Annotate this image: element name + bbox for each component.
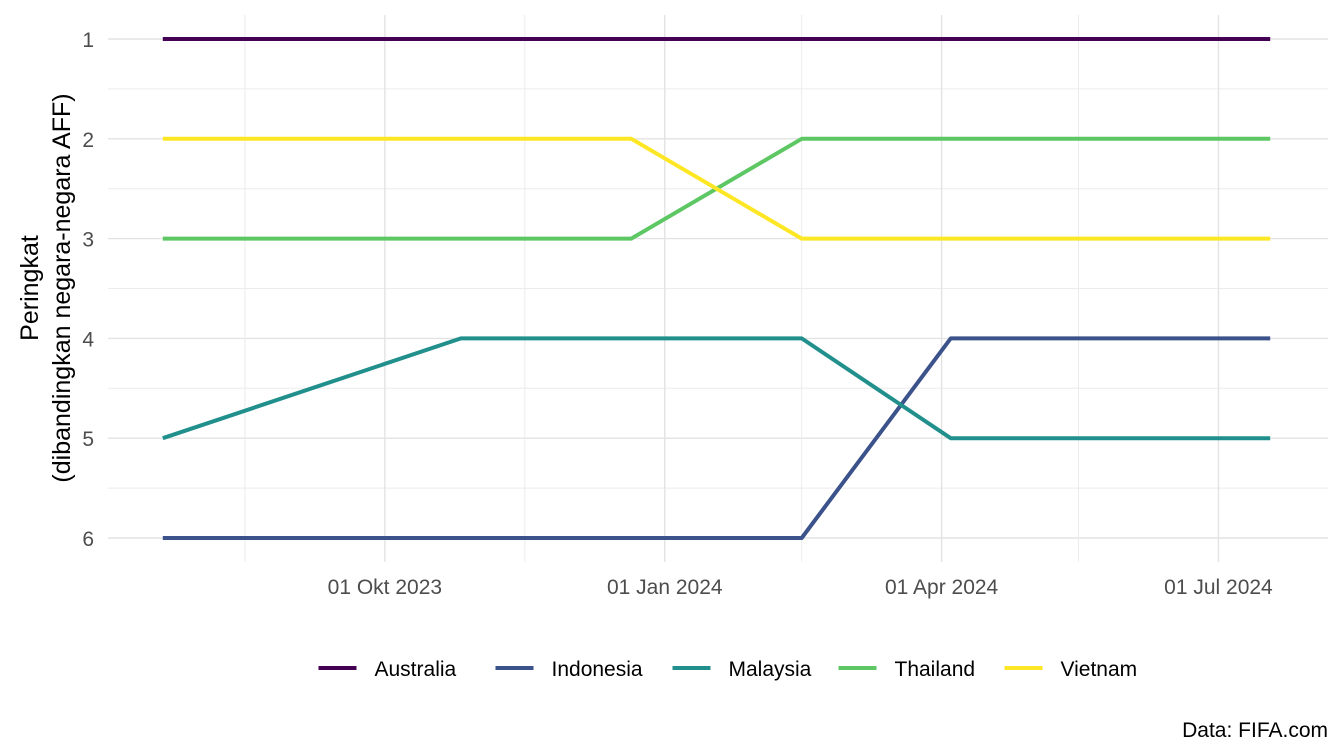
caption: Data: FIFA.com <box>1182 719 1328 742</box>
series-line-malaysia <box>162 336 1271 441</box>
x-tick-label: 01 Apr 2024 <box>885 576 999 599</box>
legend-label: Thailand <box>895 658 976 681</box>
y-axis-title-line1: Peringkat <box>16 235 44 341</box>
legend-label: Indonesia <box>552 658 643 681</box>
x-tick-label: 01 Jan 2024 <box>607 576 723 599</box>
x-axis-ticks: 01 Okt 2023 01 Jan 2024 01 Apr 2024 01 Jul … <box>328 576 1273 599</box>
legend-item-malaysia: Malaysia <box>672 658 812 681</box>
legend-label: Vietnam <box>1061 658 1138 681</box>
y-tick-label: 6 <box>82 528 94 551</box>
y-tick-label: 3 <box>82 229 94 252</box>
x-tick-label: 01 Jul 2024 <box>1164 576 1273 599</box>
grid <box>108 15 1328 562</box>
legend-item-thailand: Thailand <box>838 658 976 681</box>
y-axis-ticks: 1 2 3 4 5 6 <box>82 29 94 551</box>
legend-item-australia: Australia <box>318 658 457 681</box>
legend-label: Malaysia <box>729 658 812 681</box>
y-tick-label: 2 <box>82 129 94 152</box>
series-line-indonesia <box>162 336 1271 540</box>
y-tick-label: 1 <box>82 29 94 52</box>
series-line-vietnam <box>162 136 1271 241</box>
x-tick-label: 01 Okt 2023 <box>328 576 442 599</box>
legend-item-vietnam: Vietnam <box>1004 658 1138 681</box>
series-lines <box>162 37 1271 540</box>
y-tick-label: 5 <box>82 428 94 451</box>
y-tick-label: 4 <box>82 328 94 351</box>
legend-item-indonesia: Indonesia <box>495 658 643 681</box>
legend-label: Australia <box>375 658 457 681</box>
legend: Australia Indonesia Malaysia Thailand Vietna… <box>318 658 1138 681</box>
y-axis-title-line2: (dibandingkan negara-negara AFF) <box>48 93 76 482</box>
